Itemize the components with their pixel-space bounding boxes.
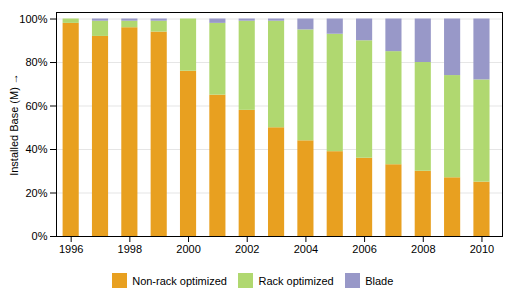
html-text:Non-rack optimized: Non-rack optimized bbox=[132, 274, 227, 287]
svg-text:2008: 2008 bbox=[411, 243, 435, 255]
svg-text:2000: 2000 bbox=[176, 243, 200, 255]
svg-text:2006: 2006 bbox=[352, 243, 376, 255]
svg-text:100%: 100% bbox=[19, 13, 47, 25]
svg-text:2004: 2004 bbox=[294, 243, 318, 255]
svg-text:0%: 0% bbox=[32, 230, 48, 242]
svg-text:2010: 2010 bbox=[470, 243, 494, 255]
html-text:Rack optimized: Rack optimized bbox=[258, 274, 334, 287]
svg-text:40%: 40% bbox=[25, 143, 47, 155]
svg-text:80%: 80% bbox=[25, 56, 47, 68]
svg-text:20%: 20% bbox=[25, 187, 47, 199]
svg-text:2002: 2002 bbox=[235, 243, 259, 255]
html-text:Blade: Blade bbox=[365, 274, 394, 287]
svg-text:1996: 1996 bbox=[59, 243, 83, 255]
svg-text:60%: 60% bbox=[25, 100, 47, 112]
svg-text:Installed Base (M) →: Installed Base (M) → bbox=[8, 73, 20, 176]
svg-text:1998: 1998 bbox=[118, 243, 142, 255]
